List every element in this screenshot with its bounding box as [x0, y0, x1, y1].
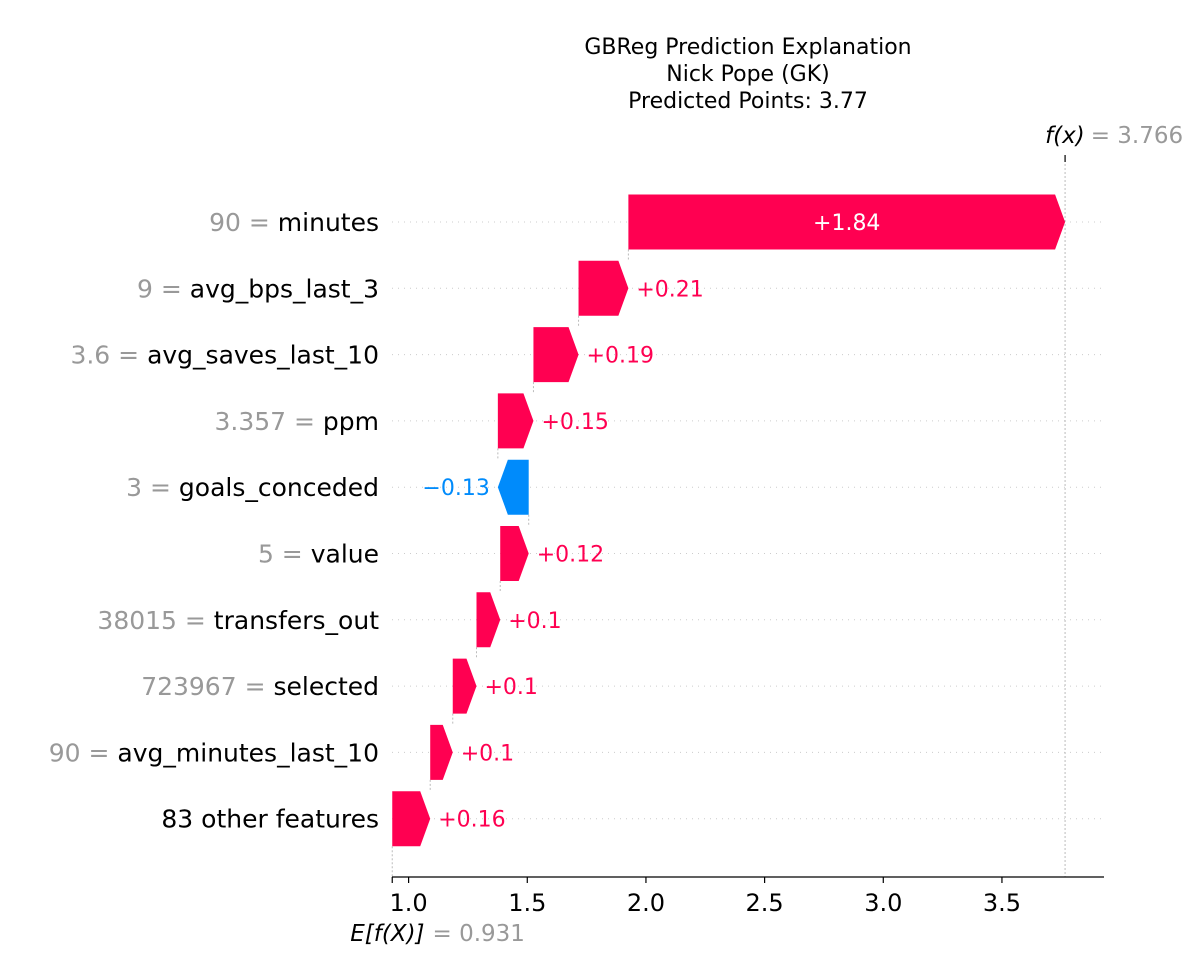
bar-goals-conceded: [497, 459, 529, 515]
feature-value: 9 =: [137, 274, 190, 303]
feature-name: goals_conceded: [179, 473, 379, 502]
feature-name: avg_saves_last_10: [147, 341, 379, 370]
feature-name: minutes: [278, 208, 379, 237]
row-gridlines: [392, 221, 1104, 820]
feature-labels: 90 = minutes 9 = avg_bps_last_3 3.6 = avg_…: [49, 208, 379, 834]
x-tick-label: 3.5: [983, 889, 1021, 917]
feature-label: 723967 = selected: [141, 672, 379, 701]
feature-value: 90 =: [49, 738, 118, 767]
feature-name: avg_bps_last_3: [190, 274, 379, 303]
chart-title: GBReg Prediction Explanation Nick Pope (…: [584, 35, 911, 114]
feature-value: 3.6 =: [70, 341, 147, 370]
feature-name: 83 other features: [161, 805, 379, 834]
feature-label: 38015 = transfers_out: [97, 606, 379, 635]
bar-value-label: +0.15: [541, 410, 608, 435]
title-line-2: Nick Pope (GK): [666, 62, 829, 87]
feature-label: 90 = minutes: [209, 208, 379, 237]
final-label-name: f(x): [1045, 123, 1085, 149]
x-tick-label: 3.0: [864, 889, 902, 917]
feature-label: 9 = avg_bps_last_3: [137, 274, 379, 303]
feature-label: 90 = avg_minutes_last_10: [49, 738, 379, 767]
bar-value-label: −0.13: [422, 476, 489, 501]
bar-selected: [452, 658, 477, 714]
bar-83-other-features: [392, 791, 431, 847]
feature-name: ppm: [323, 407, 379, 436]
base-label-name: E[f(X)]: [350, 921, 424, 947]
bar-ppm: [497, 393, 534, 449]
x-axis: 1.0 1.5 2.0 2.5 3.0 3.5: [390, 876, 1104, 917]
base-value-label: E[f(X)] = 0.931: [350, 921, 525, 947]
final-value-label: f(x) = 3.766: [1045, 123, 1183, 149]
bar-value-label: +1.84: [813, 211, 880, 236]
feature-value: 3 =: [126, 473, 179, 502]
bar-value-label: +0.1: [484, 675, 537, 700]
feature-label: 3 = goals_conceded: [126, 473, 379, 502]
bar-value-label: +0.21: [636, 277, 703, 302]
base-label-value: = 0.931: [433, 921, 525, 947]
x-tick-label: 2.5: [746, 889, 784, 917]
contribution-bars: +1.84 +0.21 +0.19 +0.15 −0.13 +0.12 +0.1 +0.1 +0…: [392, 194, 1066, 847]
feature-name: value: [311, 540, 379, 569]
feature-name: selected: [273, 672, 379, 701]
x-tick-label: 1.0: [390, 889, 428, 917]
feature-value: 3.357 =: [214, 407, 322, 436]
title-line-1: GBReg Prediction Explanation: [584, 35, 911, 60]
bar-value-label: +0.16: [438, 808, 505, 833]
bar-value-label: +0.19: [587, 344, 654, 369]
value-markers: E[f(X)] = 0.931 f(x) = 3.766: [350, 123, 1183, 947]
bar-value: [500, 526, 529, 581]
bar-minutes: [628, 194, 1066, 250]
bar-avg-bps-last-3: [578, 260, 629, 316]
final-label-value: = 3.766: [1091, 123, 1183, 149]
feature-value: 38015 =: [97, 606, 213, 635]
title-line-3: Predicted Points: 3.77: [628, 89, 868, 114]
bar-avg-minutes-last-10: [430, 724, 453, 780]
feature-value: 723967 =: [141, 672, 273, 701]
bar-value-label: +0.1: [461, 741, 514, 766]
feature-name: transfers_out: [214, 606, 379, 635]
feature-label: 3.6 = avg_saves_last_10: [70, 341, 379, 370]
bar-value-label: +0.1: [508, 609, 561, 634]
feature-name: avg_minutes_last_10: [117, 738, 379, 767]
connector-lines: [391, 160, 1066, 877]
x-tick-label: 2.0: [627, 889, 665, 917]
bar-value-label: +0.12: [537, 543, 604, 568]
feature-label: 5 = value: [258, 540, 379, 569]
bar-avg-saves-last-10: [533, 327, 579, 383]
bar-transfers-out: [476, 592, 501, 648]
feature-label: 83 other features: [161, 805, 379, 834]
feature-value: 5 =: [258, 540, 311, 569]
feature-value: 90 =: [209, 208, 278, 237]
x-tick-label: 1.5: [508, 889, 546, 917]
feature-label: 3.357 = ppm: [214, 407, 379, 436]
